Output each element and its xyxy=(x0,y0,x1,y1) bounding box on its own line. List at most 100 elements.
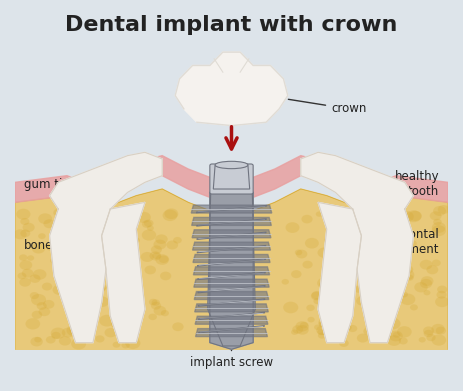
Circle shape xyxy=(286,222,300,233)
Circle shape xyxy=(393,332,400,338)
Circle shape xyxy=(400,294,415,305)
Text: crown: crown xyxy=(288,99,367,115)
Circle shape xyxy=(374,277,384,285)
Circle shape xyxy=(318,332,326,339)
Polygon shape xyxy=(208,192,255,346)
Circle shape xyxy=(98,262,106,268)
Circle shape xyxy=(334,206,347,215)
Circle shape xyxy=(302,261,313,269)
Circle shape xyxy=(377,329,391,340)
Polygon shape xyxy=(195,316,268,324)
Circle shape xyxy=(317,277,332,289)
Circle shape xyxy=(432,225,446,236)
Circle shape xyxy=(399,337,408,344)
Circle shape xyxy=(50,258,58,264)
Title: Dental implant with crown: Dental implant with crown xyxy=(65,15,398,35)
Circle shape xyxy=(282,279,289,285)
Text: implant screw: implant screw xyxy=(190,347,273,369)
Circle shape xyxy=(336,253,348,262)
Circle shape xyxy=(132,237,140,243)
Circle shape xyxy=(324,237,332,244)
Circle shape xyxy=(424,290,431,295)
Circle shape xyxy=(374,283,389,294)
Circle shape xyxy=(336,263,344,269)
Circle shape xyxy=(111,321,119,328)
Circle shape xyxy=(117,270,125,276)
Circle shape xyxy=(151,246,162,254)
Circle shape xyxy=(65,239,78,249)
Circle shape xyxy=(331,228,338,233)
Circle shape xyxy=(295,249,302,255)
Circle shape xyxy=(77,215,85,221)
Circle shape xyxy=(19,254,27,261)
Circle shape xyxy=(18,273,26,279)
Circle shape xyxy=(317,329,325,335)
Circle shape xyxy=(65,270,78,280)
Circle shape xyxy=(37,302,47,310)
Circle shape xyxy=(332,213,346,224)
Circle shape xyxy=(156,254,169,265)
Polygon shape xyxy=(15,156,448,209)
Circle shape xyxy=(126,287,135,293)
Circle shape xyxy=(322,317,337,328)
Circle shape xyxy=(406,275,414,281)
Circle shape xyxy=(430,211,442,221)
Circle shape xyxy=(38,307,50,316)
Circle shape xyxy=(38,213,52,224)
Circle shape xyxy=(95,335,105,343)
Circle shape xyxy=(136,212,151,223)
FancyBboxPatch shape xyxy=(15,42,448,376)
Circle shape xyxy=(88,235,97,242)
Circle shape xyxy=(82,301,94,311)
Circle shape xyxy=(67,325,81,336)
Circle shape xyxy=(30,274,41,283)
Polygon shape xyxy=(194,279,269,287)
Circle shape xyxy=(339,339,349,347)
Circle shape xyxy=(55,274,64,282)
Circle shape xyxy=(330,283,341,292)
Circle shape xyxy=(291,270,301,278)
Circle shape xyxy=(141,252,154,262)
Polygon shape xyxy=(50,152,162,343)
Circle shape xyxy=(419,337,426,343)
Circle shape xyxy=(406,210,421,222)
Circle shape xyxy=(19,260,32,270)
Polygon shape xyxy=(192,217,271,226)
Circle shape xyxy=(336,229,351,241)
Circle shape xyxy=(101,246,113,256)
Circle shape xyxy=(340,254,351,262)
Circle shape xyxy=(172,322,184,331)
Circle shape xyxy=(113,285,122,292)
Circle shape xyxy=(149,314,157,320)
Circle shape xyxy=(32,243,45,253)
Circle shape xyxy=(113,342,120,348)
Polygon shape xyxy=(15,189,448,349)
Circle shape xyxy=(173,237,182,244)
Circle shape xyxy=(159,255,169,263)
Circle shape xyxy=(325,263,334,269)
Circle shape xyxy=(34,337,42,343)
Circle shape xyxy=(160,272,171,280)
Circle shape xyxy=(53,209,63,217)
Circle shape xyxy=(68,241,82,252)
Circle shape xyxy=(166,240,178,249)
Circle shape xyxy=(116,317,129,327)
Circle shape xyxy=(395,260,411,272)
Circle shape xyxy=(410,304,418,310)
Circle shape xyxy=(400,292,408,298)
Circle shape xyxy=(400,269,414,280)
Circle shape xyxy=(152,253,161,259)
Circle shape xyxy=(426,265,438,274)
Circle shape xyxy=(319,317,331,327)
Circle shape xyxy=(300,322,308,328)
Circle shape xyxy=(432,334,446,346)
Circle shape xyxy=(364,309,374,316)
Circle shape xyxy=(435,296,449,307)
Circle shape xyxy=(80,208,95,219)
Circle shape xyxy=(105,328,117,337)
Circle shape xyxy=(144,265,156,274)
Circle shape xyxy=(14,229,27,239)
Circle shape xyxy=(97,285,106,292)
Circle shape xyxy=(33,269,46,280)
Circle shape xyxy=(121,342,130,348)
